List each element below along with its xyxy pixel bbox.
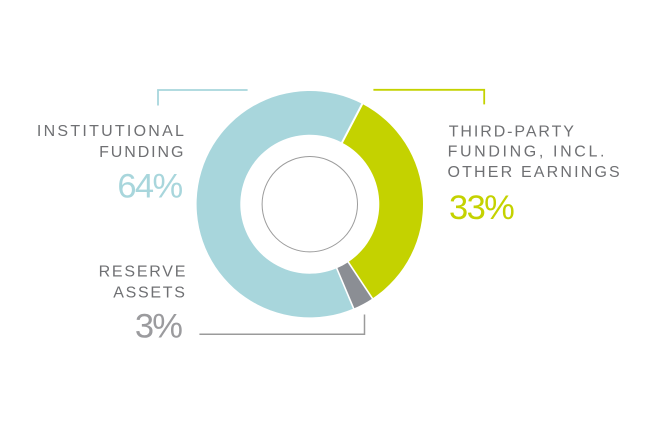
svg-text:OTHER EARNINGS: OTHER EARNINGS [448, 164, 622, 181]
svg-text:RESERVE: RESERVE [99, 263, 188, 280]
svg-text:3%: 3% [135, 308, 182, 346]
svg-text:ASSETS: ASSETS [113, 285, 186, 302]
svg-text:THIRD-PARTY: THIRD-PARTY [449, 124, 576, 141]
svg-text:FUNDING, INCL.: FUNDING, INCL. [448, 144, 607, 161]
svg-text:INSTITUTIONAL: INSTITUTIONAL [37, 123, 186, 140]
svg-text:33%: 33% [449, 189, 514, 227]
svg-text:64%: 64% [117, 168, 182, 206]
svg-text:FUNDING: FUNDING [99, 144, 185, 161]
